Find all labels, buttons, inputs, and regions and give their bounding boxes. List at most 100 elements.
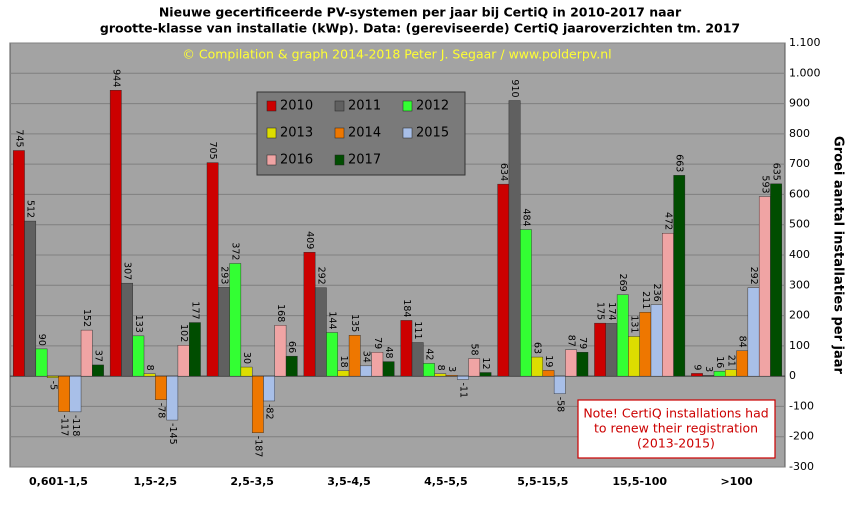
y-tick-label: 700 <box>789 157 810 170</box>
bar <box>92 364 104 377</box>
data-label: 307 <box>122 262 133 280</box>
data-label: 184 <box>401 299 412 317</box>
bar <box>132 335 145 377</box>
data-label: 79 <box>372 337 383 349</box>
bar <box>218 287 230 377</box>
bar <box>314 287 327 377</box>
data-label: 292 <box>748 267 759 285</box>
data-label: -82 <box>264 404 275 420</box>
bar <box>747 287 760 377</box>
data-label: -58 <box>554 397 565 413</box>
y-tick-label: 0 <box>789 369 796 382</box>
chart-title: Nieuwe gecertificeerde PV-systemen per j… <box>159 5 682 20</box>
bar <box>189 322 201 377</box>
bar <box>400 320 413 377</box>
bar <box>348 335 361 377</box>
note-text: (2013-2015) <box>637 436 715 451</box>
bar <box>360 365 372 377</box>
bar <box>24 220 37 377</box>
legend-label: 2010 <box>280 99 313 114</box>
x-tick-label: >100 <box>720 475 753 488</box>
data-label: 58 <box>469 343 480 355</box>
data-label: 144 <box>327 311 338 329</box>
bar <box>166 375 179 421</box>
data-label: 16 <box>714 356 725 368</box>
data-label: 21 <box>725 355 736 367</box>
y-tick-label: 200 <box>789 309 810 322</box>
x-tick-label: 0,601-1,5 <box>29 475 88 488</box>
bar <box>770 183 782 377</box>
bar <box>35 348 48 377</box>
bar <box>285 355 298 377</box>
bar <box>251 375 264 433</box>
bar <box>206 162 219 377</box>
data-label: 90 <box>36 334 47 346</box>
data-label: 635 <box>771 163 782 181</box>
bar <box>725 369 737 377</box>
data-label: 19 <box>543 355 554 367</box>
bar <box>542 370 555 377</box>
data-label: 910 <box>509 79 520 97</box>
bar <box>240 366 253 377</box>
x-tick-label: 5,5-15,5 <box>517 475 568 488</box>
data-label: 63 <box>532 342 543 354</box>
bar <box>479 372 492 377</box>
bar <box>508 100 521 377</box>
data-label: 168 <box>275 304 286 322</box>
bar <box>229 263 242 377</box>
data-label: 472 <box>662 212 673 230</box>
data-label: 3 <box>446 366 457 372</box>
data-label: 663 <box>674 154 685 172</box>
bar <box>691 373 703 377</box>
legend-swatch <box>266 154 277 166</box>
data-label: 292 <box>315 267 326 285</box>
bar <box>263 375 275 402</box>
legend-swatch <box>334 100 345 112</box>
data-label: -5 <box>47 381 58 390</box>
data-label: 111 <box>412 321 423 339</box>
legend-label: 2011 <box>348 99 381 114</box>
bar <box>337 370 350 377</box>
bar <box>371 352 384 377</box>
x-tick-label: 15,5-100 <box>612 475 667 488</box>
bar <box>576 352 589 377</box>
data-label: -118 <box>70 415 81 437</box>
bar <box>143 373 156 377</box>
bar <box>639 312 652 377</box>
data-label: 135 <box>349 314 360 332</box>
data-label: 269 <box>617 274 628 292</box>
bar <box>702 375 715 377</box>
bar <box>673 175 686 377</box>
data-label: 593 <box>759 175 770 193</box>
data-label: -78 <box>155 403 166 419</box>
data-label: 34 <box>361 351 372 363</box>
data-label: 293 <box>218 266 229 284</box>
note-text: Note! CertiQ installations had <box>583 406 768 421</box>
data-label: 48 <box>383 347 394 359</box>
y-tick-label: -300 <box>789 460 814 473</box>
data-label: 30 <box>241 352 252 364</box>
data-label: 133 <box>133 315 144 333</box>
y-tick-label: 800 <box>789 127 810 140</box>
data-label: 634 <box>498 163 509 181</box>
data-label: 42 <box>423 348 434 360</box>
data-label: -145 <box>167 423 178 445</box>
bar <box>605 323 618 377</box>
bar <box>13 150 25 377</box>
bar <box>434 373 447 377</box>
data-label: 372 <box>230 242 241 260</box>
bar <box>109 90 122 377</box>
bar <box>616 294 629 377</box>
data-label: 152 <box>81 309 92 327</box>
copyright: © Compilation & graph 2014-2018 Peter J.… <box>182 47 611 62</box>
data-label: 484 <box>520 208 531 226</box>
note-box <box>577 399 776 459</box>
legend-swatch <box>334 154 345 166</box>
x-tick-label: 2,5-3,5 <box>230 475 274 488</box>
legend-label: 2013 <box>280 126 313 141</box>
legend-label: 2012 <box>416 99 449 114</box>
note-text: to renew their registration <box>594 421 758 436</box>
data-label: 175 <box>595 302 606 320</box>
y-tick-label: 900 <box>789 97 810 110</box>
